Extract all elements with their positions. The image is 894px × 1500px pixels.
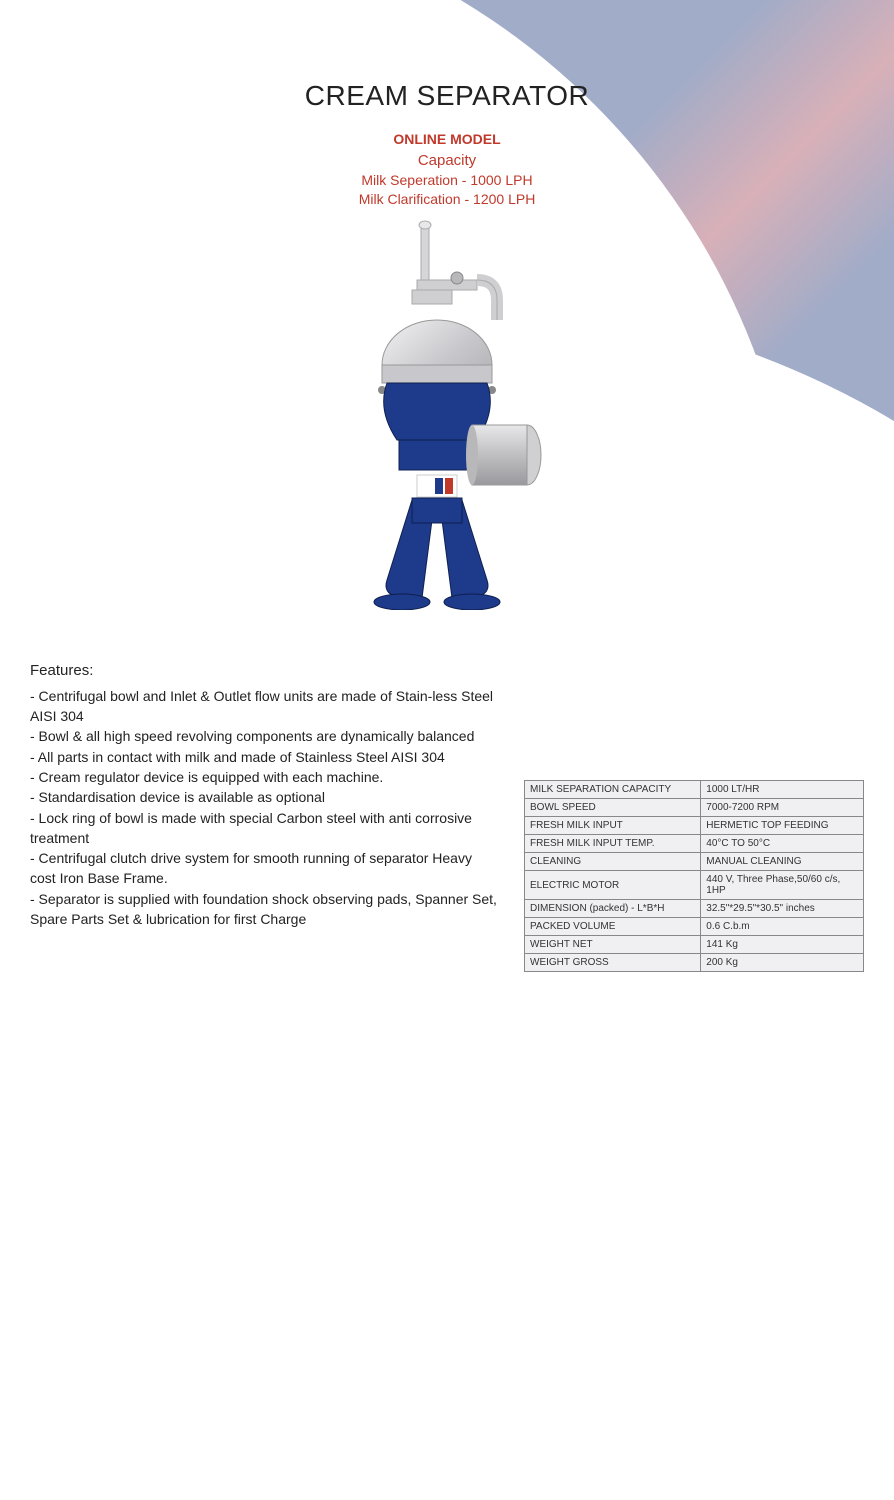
spec-label: CLEANING xyxy=(525,853,701,871)
spec-value: 7000-7200 RPM xyxy=(701,799,864,817)
spec-label: DIMENSION (packed) - L*B*H xyxy=(525,900,701,918)
spec-label: BOWL SPEED xyxy=(525,799,701,817)
spec-value: 141 Kg xyxy=(701,936,864,954)
feature-item: - Centrifugal clutch drive system for sm… xyxy=(30,848,500,889)
table-row: MILK SEPARATION CAPACITY1000 LT/HR xyxy=(525,781,864,799)
spec-label: PACKED VOLUME xyxy=(525,918,701,936)
spec-value: HERMETIC TOP FEEDING xyxy=(701,817,864,835)
subtitle-clarification: Milk Clarification - 1200 LPH xyxy=(30,190,864,210)
subtitle-block: ONLINE MODEL Capacity Milk Seperation - … xyxy=(30,130,864,210)
spec-table: MILK SEPARATION CAPACITY1000 LT/HR BOWL … xyxy=(524,780,864,972)
feature-item: - Standardisation device is available as… xyxy=(30,787,500,807)
feature-item: - Cream regulator device is equipped wit… xyxy=(30,767,500,787)
features-block: Features: - Centrifugal bowl and Inlet &… xyxy=(30,660,500,929)
features-heading: Features: xyxy=(30,660,500,682)
spec-value: MANUAL CLEANING xyxy=(701,853,864,871)
spec-label: WEIGHT NET xyxy=(525,936,701,954)
spec-label: WEIGHT GROSS xyxy=(525,954,701,972)
feature-item: - Centrifugal bowl and Inlet & Outlet fl… xyxy=(30,686,500,727)
page-title: CREAM SEPARATOR xyxy=(30,80,864,112)
spec-label: ELECTRIC MOTOR xyxy=(525,871,701,900)
table-row: WEIGHT GROSS200 Kg xyxy=(525,954,864,972)
table-row: DIMENSION (packed) - L*B*H32.5"*29.5"*30… xyxy=(525,900,864,918)
table-row: FRESH MILK INPUTHERMETIC TOP FEEDING xyxy=(525,817,864,835)
page-content: CREAM SEPARATOR ONLINE MODEL Capacity Mi… xyxy=(0,0,894,1000)
spec-value: 1000 LT/HR xyxy=(701,781,864,799)
feature-item: - Separator is supplied with foundation … xyxy=(30,889,500,930)
spec-value: 40°C TO 50°C xyxy=(701,835,864,853)
machine-illustration xyxy=(317,220,577,610)
spec-label: FRESH MILK INPUT xyxy=(525,817,701,835)
spec-value: 32.5"*29.5"*30.5" inches xyxy=(701,900,864,918)
table-row: PACKED VOLUME0.6 C.b.m xyxy=(525,918,864,936)
subtitle-separation: Milk Seperation - 1000 LPH xyxy=(30,171,864,191)
table-row: ELECTRIC MOTOR440 V, Three Phase,50/60 c… xyxy=(525,871,864,900)
table-row: CLEANINGMANUAL CLEANING xyxy=(525,853,864,871)
spec-value: 0.6 C.b.m xyxy=(701,918,864,936)
subtitle-model: ONLINE MODEL xyxy=(30,130,864,150)
subtitle-capacity: Capacity xyxy=(30,150,864,171)
spec-value: 200 Kg xyxy=(701,954,864,972)
table-row: BOWL SPEED7000-7200 RPM xyxy=(525,799,864,817)
spec-label: MILK SEPARATION CAPACITY xyxy=(525,781,701,799)
table-row: FRESH MILK INPUT TEMP.40°C TO 50°C xyxy=(525,835,864,853)
feature-item: - Bowl & all high speed revolving compon… xyxy=(30,726,500,746)
feature-item: - Lock ring of bowl is made with special… xyxy=(30,808,500,849)
feature-item: - All parts in contact with milk and mad… xyxy=(30,747,500,767)
spec-label: FRESH MILK INPUT TEMP. xyxy=(525,835,701,853)
spec-value: 440 V, Three Phase,50/60 c/s, 1HP xyxy=(701,871,864,900)
table-row: WEIGHT NET141 Kg xyxy=(525,936,864,954)
